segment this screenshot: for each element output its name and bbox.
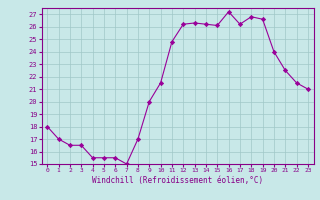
X-axis label: Windchill (Refroidissement éolien,°C): Windchill (Refroidissement éolien,°C) <box>92 176 263 185</box>
